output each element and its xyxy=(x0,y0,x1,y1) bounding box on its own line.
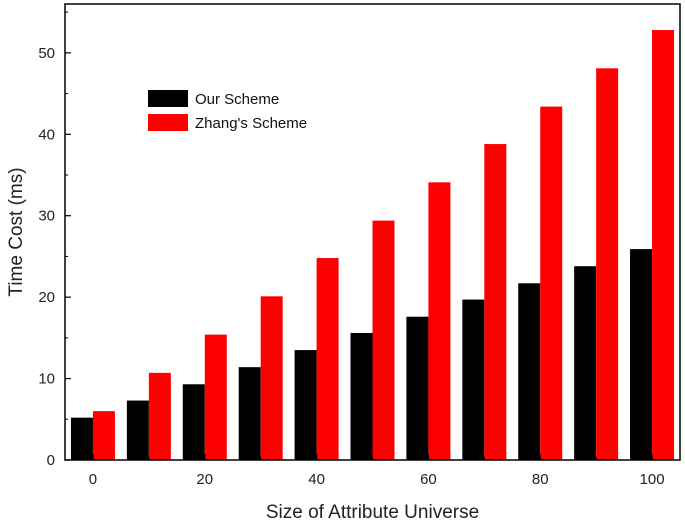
legend: Our Scheme Zhang's Scheme xyxy=(148,90,307,132)
bar-our-scheme-50 xyxy=(350,332,373,460)
bar-zhangs-scheme-90 xyxy=(596,68,619,460)
legend-swatch-our-scheme xyxy=(148,90,188,107)
bar-our-scheme-40 xyxy=(294,350,317,460)
bar-our-scheme-70 xyxy=(462,299,485,460)
y-tick-label: 30 xyxy=(38,208,55,225)
bar-zhangs-scheme-60 xyxy=(428,182,451,461)
bar-our-scheme-80 xyxy=(518,283,541,460)
bar-our-scheme-30 xyxy=(238,367,261,460)
bar-zhangs-scheme-40 xyxy=(316,258,339,460)
bar-zhangs-scheme-80 xyxy=(540,106,563,460)
bar-our-scheme-20 xyxy=(182,384,205,460)
y-tick-label: 40 xyxy=(38,126,55,143)
x-tick-label: 80 xyxy=(532,471,549,488)
bars-layer xyxy=(70,30,675,461)
x-tick-label: 100 xyxy=(640,471,665,488)
x-axis-title: Size of Attribute Universe xyxy=(266,502,479,522)
y-tick-label: 20 xyxy=(38,289,55,306)
legend-label-our-scheme: Our Scheme xyxy=(195,91,279,108)
bar-our-scheme-0 xyxy=(70,417,93,460)
x-axis: 0 20 40 60 80 100 xyxy=(89,454,665,488)
x-tick-label: 0 xyxy=(89,471,97,488)
y-tick-label: 50 xyxy=(38,45,55,62)
y-tick-label: 10 xyxy=(38,371,55,388)
x-tick-label: 40 xyxy=(308,471,325,488)
bar-zhangs-scheme-30 xyxy=(260,296,283,460)
legend-label-zhangs-scheme: Zhang's Scheme xyxy=(195,115,307,132)
bar-our-scheme-90 xyxy=(574,266,597,460)
y-axis: 0 10 20 30 40 50 xyxy=(38,11,71,469)
bar-our-scheme-10 xyxy=(126,400,149,460)
bar-zhangs-scheme-0 xyxy=(92,411,115,460)
bar-our-scheme-100 xyxy=(630,249,653,460)
bar-our-scheme-60 xyxy=(406,316,429,460)
y-axis-title: Time Cost (ms) xyxy=(6,167,27,296)
bar-zhangs-scheme-70 xyxy=(484,144,507,461)
x-tick-label: 60 xyxy=(420,471,437,488)
bar-zhangs-scheme-10 xyxy=(148,372,171,460)
y-tick-label: 0 xyxy=(47,452,55,469)
bar-zhangs-scheme-50 xyxy=(372,220,395,460)
legend-swatch-zhangs-scheme xyxy=(148,114,188,131)
x-tick-label: 20 xyxy=(196,471,213,488)
bar-zhangs-scheme-20 xyxy=(204,334,227,460)
bar-zhangs-scheme-100 xyxy=(652,30,675,461)
